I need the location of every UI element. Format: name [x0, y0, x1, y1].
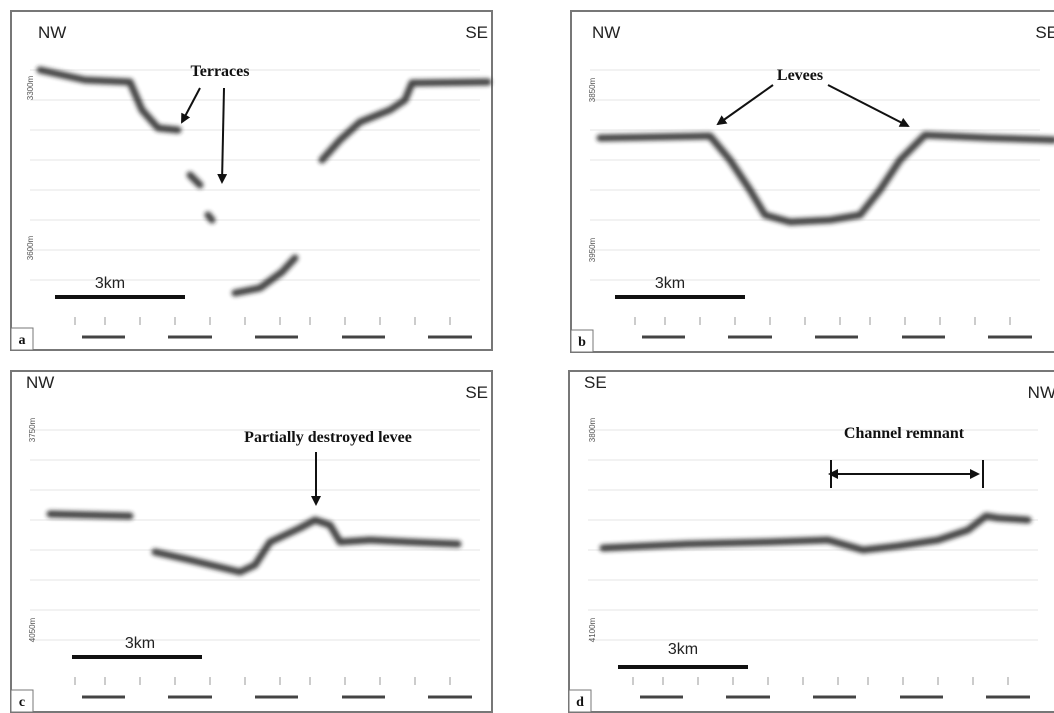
direction-label: NW: [26, 373, 54, 392]
scale-label: 3km: [668, 641, 698, 658]
depth-label: 3300m: [26, 75, 35, 100]
panel-letter: c: [19, 695, 25, 710]
scale-label: 3km: [125, 635, 155, 652]
annotation: Levees: [777, 67, 823, 84]
direction-label: SE: [465, 23, 488, 42]
direction-label: SE: [584, 373, 607, 392]
panel-b: NW SE 3850m 3950m Levees 3km b: [571, 11, 1054, 352]
annotation: Channel remnant: [844, 425, 965, 442]
direction-label: NW: [592, 23, 620, 42]
panel-a: NW SE 3300m 3600m Terraces 3km a: [11, 11, 492, 350]
direction-label: SE: [1035, 23, 1054, 42]
depth-label: 4100m: [588, 617, 597, 642]
depth-label: 3600m: [26, 235, 35, 260]
annotation: Partially destroyed levee: [244, 429, 412, 446]
panel-c: NW SE 3750m 4050m Partially destroyed le…: [11, 371, 492, 712]
depth-label: 3750m: [28, 417, 37, 442]
scale-label: 3km: [95, 275, 125, 292]
depth-label: 3950m: [588, 237, 597, 262]
figure: NW SE 3300m 3600m Terraces 3km a NW SE 3…: [0, 0, 1054, 713]
scale-label: 3km: [655, 275, 685, 292]
panel-frame: [11, 11, 492, 350]
direction-label: NW: [38, 23, 66, 42]
panel-letter: d: [576, 695, 584, 710]
panel-letter: a: [19, 333, 26, 348]
depth-label: 4050m: [28, 617, 37, 642]
depth-label: 3800m: [588, 417, 597, 442]
depth-label: 3850m: [588, 77, 597, 102]
annotation: Terraces: [191, 63, 250, 80]
panel-frame: [571, 11, 1054, 352]
panel-d: SE NW 3800m 4100m Channel remnant 3km d: [569, 371, 1054, 712]
direction-label: SE: [465, 383, 488, 402]
direction-label: NW: [1028, 383, 1054, 402]
panel-letter: b: [578, 335, 586, 350]
